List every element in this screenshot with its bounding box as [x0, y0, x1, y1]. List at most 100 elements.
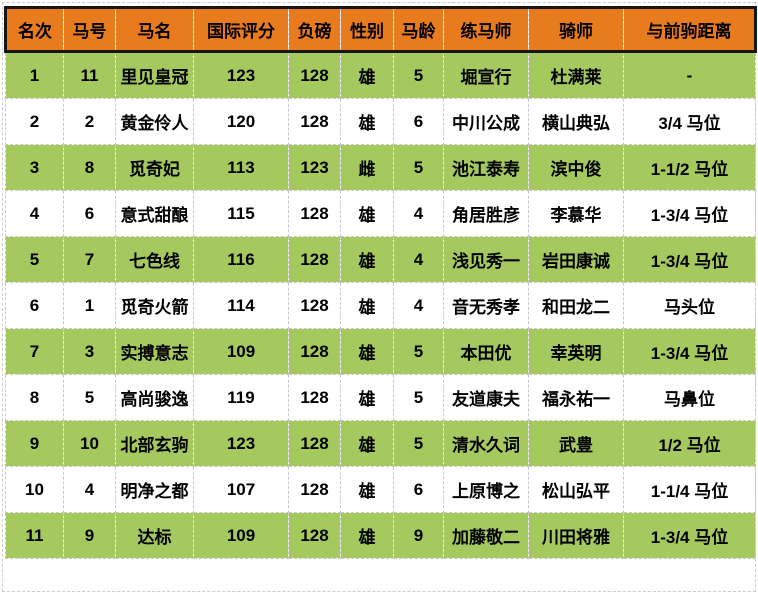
column-header-5: 性别 [340, 6, 394, 53]
column-header-7: 练马师 [443, 6, 529, 53]
cell: 128 [288, 236, 341, 283]
cell: 雄 [340, 51, 394, 99]
cell: 123 [193, 51, 289, 99]
cell: 9 [63, 512, 116, 559]
table-row: 1 11 里见皇冠 123 128 雄 5 堀宣行 杜满莱 - [5, 51, 756, 99]
cell: 马鼻位 [623, 374, 756, 421]
cell: 4 [5, 190, 64, 237]
cell: 横山典弘 [528, 98, 624, 145]
cell: 马头位 [623, 282, 756, 329]
cell: 114 [193, 282, 289, 329]
cell: 128 [288, 98, 341, 145]
cell: 上原博之 [443, 466, 529, 513]
cell: 意式甜酿 [115, 190, 194, 237]
cell: 9 [5, 420, 64, 467]
cell: 明净之都 [115, 466, 194, 513]
cell: 池江泰寿 [443, 144, 529, 191]
table-row: 10 4 明净之都 107 128 雄 6 上原博之 松山弘平 1-1/4 马位 [5, 466, 756, 513]
cell: 3 [5, 144, 64, 191]
column-header-2: 马名 [115, 6, 194, 53]
cell: 雌 [340, 144, 394, 191]
cell: 雄 [340, 374, 394, 421]
cell: 滨中俊 [528, 144, 624, 191]
column-header-1: 马号 [63, 6, 116, 53]
cell: 128 [288, 51, 341, 99]
cell: 5 [393, 328, 444, 375]
table-row: 9 10 北部玄驹 123 128 雄 5 清水久词 武豊 1/2 马位 [5, 420, 756, 467]
cell: 福永祐一 [528, 374, 624, 421]
cell: 雄 [340, 190, 394, 237]
table-body: 1 11 里见皇冠 123 128 雄 5 堀宣行 杜满莱 -2 2 黄金伶人 120 128 雄 6 中川公成… [5, 51, 756, 559]
cell: 115 [193, 190, 289, 237]
cell: 音无秀孝 [443, 282, 529, 329]
cell: 8 [63, 144, 116, 191]
column-header-8: 骑师 [528, 6, 624, 53]
cell: 川田将雅 [528, 512, 624, 559]
header-row: 名次 马号 马名 国际评分 负磅 性别 马龄 练马师 骑师 与前驹距离 [4, 6, 757, 53]
cell: 7 [63, 236, 116, 283]
cell: 4 [393, 282, 444, 329]
cell: 北部玄驹 [115, 420, 194, 467]
cell: - [623, 51, 756, 99]
column-header-4: 负磅 [288, 6, 341, 53]
cell: 加藤敬二 [443, 512, 529, 559]
cell: 4 [393, 236, 444, 283]
cell: 达标 [115, 512, 194, 559]
cell: 128 [288, 466, 341, 513]
table-row: 5 7 七色线 116 128 雄 4 浅见秀一 岩田康诚 1-3/4 马位 [5, 236, 756, 283]
cell: 128 [288, 190, 341, 237]
cell: 10 [5, 466, 64, 513]
cell: 本田优 [443, 328, 529, 375]
cell: 128 [288, 282, 341, 329]
race-results-table: 名次 马号 马名 国际评分 负磅 性别 马龄 练马师 骑师 与前驹距离 1 11 里见皇冠 123 128… [4, 6, 757, 559]
cell: 128 [288, 328, 341, 375]
cell: 123 [288, 144, 341, 191]
column-header-3: 国际评分 [193, 6, 289, 53]
column-header-0: 名次 [4, 6, 64, 53]
cell: 觅奇妃 [115, 144, 194, 191]
cell: 李慕华 [528, 190, 624, 237]
cell: 岩田康诚 [528, 236, 624, 283]
cell: 清水久词 [443, 420, 529, 467]
cell: 107 [193, 466, 289, 513]
cell: 128 [288, 374, 341, 421]
cell: 角居胜彦 [443, 190, 529, 237]
cell: 128 [288, 420, 341, 467]
cell: 觅奇火箭 [115, 282, 194, 329]
table-row: 6 1 觅奇火箭 114 128 雄 4 音无秀孝 和田龙二 马头位 [5, 282, 756, 329]
cell: 11 [63, 51, 116, 99]
cell: 1 [5, 51, 64, 99]
cell: 128 [288, 512, 341, 559]
cell: 5 [393, 420, 444, 467]
table-row: 2 2 黄金伶人 120 128 雄 6 中川公成 横山典弘 3/4 马位 [5, 98, 756, 145]
cell: 7 [5, 328, 64, 375]
cell: 雄 [340, 466, 394, 513]
cell: 1 [63, 282, 116, 329]
cell: 雄 [340, 328, 394, 375]
cell: 黄金伶人 [115, 98, 194, 145]
cell: 2 [63, 98, 116, 145]
cell: 雄 [340, 420, 394, 467]
cell: 109 [193, 328, 289, 375]
cell: 七色线 [115, 236, 194, 283]
cell: 9 [393, 512, 444, 559]
cell: 实搏意志 [115, 328, 194, 375]
cell: 1-1/2 马位 [623, 144, 756, 191]
cell: 1-1/4 马位 [623, 466, 756, 513]
cell: 123 [193, 420, 289, 467]
column-header-9: 与前驹距离 [623, 6, 757, 53]
cell: 1/2 马位 [623, 420, 756, 467]
table-row: 8 5 高尚骏逸 119 128 雄 5 友道康夫 福永祐一 马鼻位 [5, 374, 756, 421]
cell: 4 [393, 190, 444, 237]
cell: 5 [393, 144, 444, 191]
cell: 中川公成 [443, 98, 529, 145]
cell: 6 [63, 190, 116, 237]
cell: 高尚骏逸 [115, 374, 194, 421]
cell: 1-3/4 马位 [623, 236, 756, 283]
cell: 雄 [340, 236, 394, 283]
cell: 5 [5, 236, 64, 283]
cell: 1-3/4 马位 [623, 512, 756, 559]
cell: 杜满莱 [528, 51, 624, 99]
